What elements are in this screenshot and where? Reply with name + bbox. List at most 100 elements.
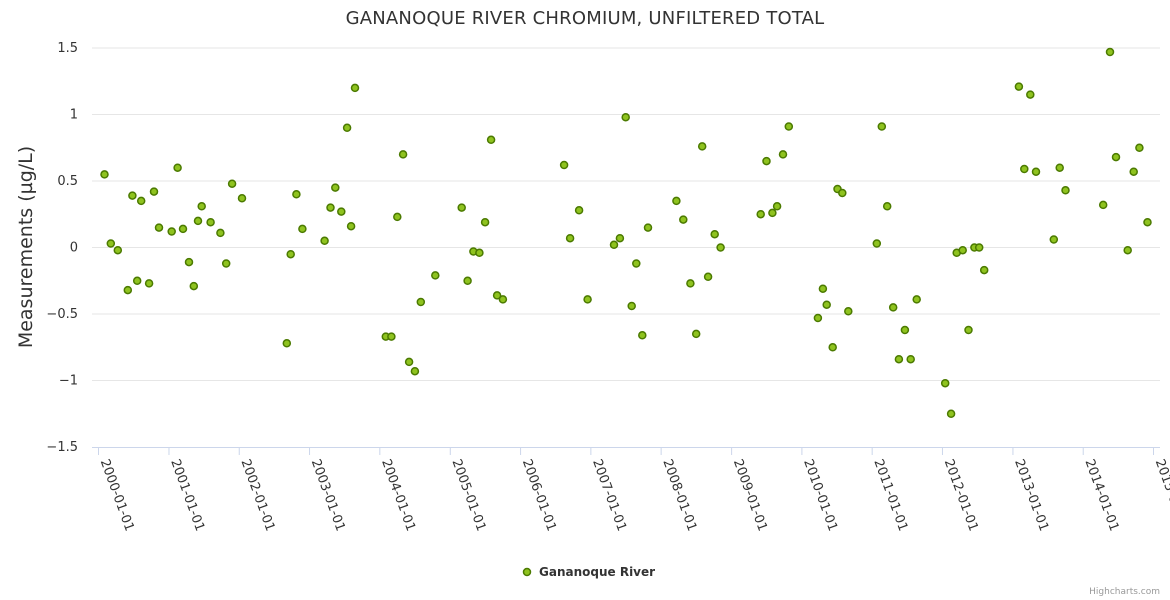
data-point[interactable] <box>627 301 636 311</box>
data-point[interactable] <box>410 366 420 376</box>
data-point[interactable] <box>128 191 137 200</box>
data-point[interactable] <box>615 233 625 243</box>
data-point[interactable] <box>1055 163 1064 172</box>
data-point[interactable] <box>184 257 194 267</box>
data-point[interactable] <box>710 229 719 239</box>
data-point[interactable] <box>398 150 408 159</box>
data-point[interactable] <box>498 295 508 304</box>
data-point[interactable] <box>154 223 164 232</box>
data-point[interactable] <box>480 217 490 227</box>
data-point[interactable] <box>113 245 123 255</box>
data-point[interactable] <box>888 303 898 312</box>
data-point[interactable] <box>679 215 688 224</box>
data-point[interactable] <box>872 239 882 248</box>
data-point[interactable] <box>958 245 967 255</box>
data-point[interactable] <box>346 221 356 231</box>
data-point[interactable] <box>123 285 133 295</box>
credits-link[interactable]: Highcharts.com <box>1089 587 1160 597</box>
data-point[interactable] <box>822 300 831 309</box>
data-point[interactable] <box>979 265 989 275</box>
series-gananoque-river[interactable] <box>100 47 1152 419</box>
data-point[interactable] <box>583 295 592 304</box>
data-point[interactable] <box>1111 152 1121 162</box>
data-point[interactable] <box>393 212 402 222</box>
data-point[interactable] <box>565 233 575 243</box>
data-point[interactable] <box>350 83 360 93</box>
data-point[interactable] <box>912 295 921 304</box>
data-point[interactable] <box>227 179 237 188</box>
data-point[interactable] <box>136 196 146 206</box>
data-point[interactable] <box>106 239 116 248</box>
data-point[interactable] <box>643 223 653 232</box>
data-point[interactable] <box>320 236 329 246</box>
data-point[interactable] <box>1026 90 1035 99</box>
data-point[interactable] <box>178 224 188 234</box>
data-point[interactable] <box>559 160 569 170</box>
data-point[interactable] <box>1098 200 1108 210</box>
data-point[interactable] <box>486 135 496 145</box>
data-point[interactable] <box>282 339 292 348</box>
data-point[interactable] <box>331 183 340 192</box>
data-point[interactable] <box>292 190 301 199</box>
data-point[interactable] <box>974 243 984 252</box>
data-point[interactable] <box>221 259 231 268</box>
data-point[interactable] <box>638 331 647 340</box>
data-point[interactable] <box>189 281 199 291</box>
data-point[interactable] <box>697 142 707 151</box>
data-point[interactable] <box>768 208 777 218</box>
data-point[interactable] <box>237 194 247 203</box>
data-point[interactable] <box>193 216 203 226</box>
data-point[interactable] <box>404 357 414 367</box>
data-point[interactable] <box>1105 47 1115 57</box>
data-point[interactable] <box>703 272 713 282</box>
data-point[interactable] <box>716 243 725 252</box>
data-point[interactable] <box>772 202 782 211</box>
data-point[interactable] <box>167 227 176 236</box>
data-point[interactable] <box>342 123 352 133</box>
data-point[interactable] <box>1020 164 1029 174</box>
data-point[interactable] <box>1049 235 1059 244</box>
legend-item-gananoque-river[interactable]: Gananoque River <box>522 565 656 579</box>
data-point[interactable] <box>326 203 335 212</box>
data-point[interactable] <box>197 202 206 211</box>
data-point[interactable] <box>457 203 466 212</box>
data-point[interactable] <box>416 297 426 307</box>
data-point[interactable] <box>818 284 828 293</box>
data-point[interactable] <box>132 276 142 286</box>
data-point[interactable] <box>621 112 630 122</box>
data-point[interactable] <box>964 325 973 335</box>
data-point[interactable] <box>691 329 701 339</box>
data-point[interactable] <box>475 248 484 258</box>
data-point[interactable] <box>574 206 584 215</box>
data-point[interactable] <box>762 156 771 166</box>
data-point[interactable] <box>672 196 681 206</box>
data-point[interactable] <box>149 187 159 196</box>
data-point[interactable] <box>144 279 154 288</box>
data-point[interactable] <box>1143 217 1152 227</box>
data-point[interactable] <box>882 202 892 211</box>
data-point[interactable] <box>784 122 794 131</box>
data-point[interactable] <box>463 276 472 286</box>
data-point[interactable] <box>940 378 950 388</box>
data-point[interactable] <box>1031 167 1041 176</box>
data-point[interactable] <box>756 209 765 219</box>
data-point[interactable] <box>100 170 109 179</box>
data-point[interactable] <box>900 325 910 335</box>
data-point[interactable] <box>286 249 295 259</box>
data-point[interactable] <box>1061 186 1070 195</box>
data-point[interactable] <box>609 240 619 250</box>
data-point[interactable] <box>813 313 823 323</box>
data-point[interactable] <box>1129 167 1138 176</box>
data-point[interactable] <box>844 307 853 316</box>
data-point[interactable] <box>838 188 847 198</box>
data-point[interactable] <box>632 259 641 268</box>
data-point[interactable] <box>828 343 837 352</box>
data-point[interactable] <box>946 409 956 419</box>
data-point[interactable] <box>337 207 346 216</box>
data-point[interactable] <box>298 224 307 234</box>
data-point[interactable] <box>894 354 904 364</box>
data-point[interactable] <box>877 122 887 131</box>
data-point[interactable] <box>778 150 788 159</box>
data-point[interactable] <box>173 163 182 172</box>
data-point[interactable] <box>431 271 440 280</box>
